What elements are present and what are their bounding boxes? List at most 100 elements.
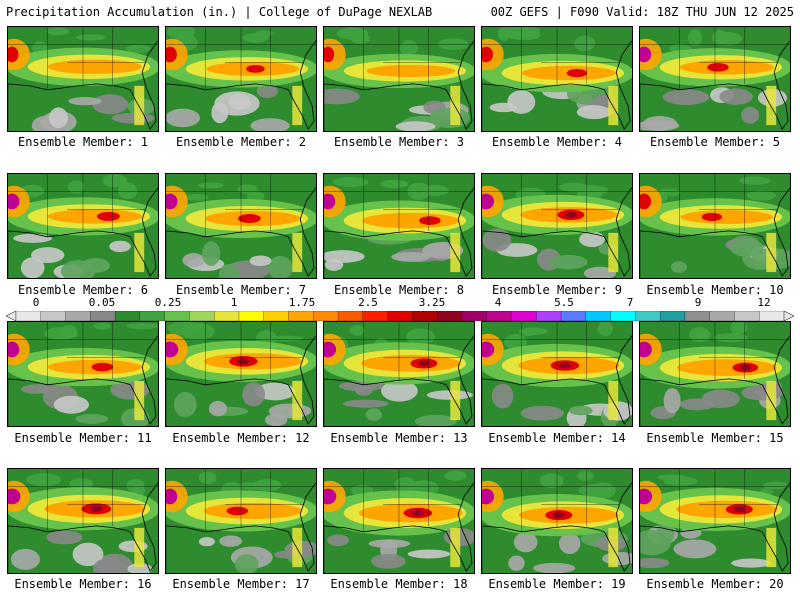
gulf-coastline xyxy=(8,230,131,238)
gulf-coastline xyxy=(166,525,289,533)
gulf-coastline xyxy=(8,83,131,91)
ensemble-map-panel xyxy=(323,26,475,132)
state-borders xyxy=(482,469,632,532)
ensemble-map-panel xyxy=(7,321,159,427)
light-rain-patch xyxy=(197,182,224,189)
west-blob-core xyxy=(8,341,20,358)
light-rain-patch xyxy=(497,27,510,41)
precip-field xyxy=(8,174,158,278)
colorbar-swatch xyxy=(238,310,265,322)
precip-field xyxy=(482,174,632,278)
colorbar-swatch xyxy=(610,310,637,322)
state-borders xyxy=(166,174,316,237)
dry-patch xyxy=(324,88,360,105)
west-blob-core xyxy=(640,341,652,358)
dry-patch xyxy=(20,384,53,394)
colorbar-swatch xyxy=(511,310,537,322)
precip-colorbar xyxy=(5,306,795,322)
gulf-coastline xyxy=(482,378,605,386)
light-rain-patch xyxy=(437,38,469,50)
florida-atlantic-coastline xyxy=(288,187,316,277)
colorbar-tick-label: 0.25 xyxy=(154,296,182,309)
dry-patch xyxy=(365,408,382,421)
west-blob xyxy=(324,38,346,71)
dry-patch xyxy=(234,554,259,573)
light-rain-patch xyxy=(597,322,613,337)
precip-core-dark xyxy=(565,211,577,218)
ensemble-member-label: Ensemble Member: 2 xyxy=(175,135,307,149)
dry-patch xyxy=(381,380,418,402)
west-blob-core xyxy=(166,341,179,358)
ensemble-member-label: Ensemble Member: 15 xyxy=(646,431,784,445)
precip-field xyxy=(640,174,790,278)
precip-core-dark xyxy=(553,512,565,519)
colorbar-swatch xyxy=(15,310,42,322)
precip-field xyxy=(166,174,316,278)
florida-atlantic-coastline xyxy=(446,482,474,572)
ensemble-map-panel xyxy=(7,173,159,279)
light-rain-patch xyxy=(692,329,710,338)
map-title: Precipitation Accumulation (in.) | Colle… xyxy=(6,5,433,19)
florida-rain xyxy=(608,527,619,568)
light-rain-patch xyxy=(539,473,564,489)
florida-rain xyxy=(292,527,303,568)
florida-atlantic-coastline xyxy=(130,40,158,130)
light-rain-patch xyxy=(519,328,538,337)
dry-patch xyxy=(391,252,430,262)
colorbar-swatch xyxy=(486,310,513,322)
light-rain-patch xyxy=(252,478,282,492)
light-rain-patch xyxy=(714,333,748,343)
ensemble-member-label: Ensemble Member: 11 xyxy=(14,431,152,445)
precip-field xyxy=(166,469,316,573)
dry-patch xyxy=(267,255,293,278)
west-blob-core xyxy=(324,341,337,358)
colorbar-tick-label: 3.25 xyxy=(418,296,446,309)
light-rain-patch xyxy=(657,188,681,197)
west-blob-core xyxy=(482,488,495,505)
ensemble-member-label: Ensemble Member: 16 xyxy=(14,577,152,591)
colorbar-swatch xyxy=(437,310,463,322)
dry-patch xyxy=(663,387,681,414)
west-blob-core xyxy=(482,193,495,210)
dry-patch xyxy=(242,382,266,407)
ensemble-map-panel xyxy=(165,26,317,132)
west-blob-core xyxy=(640,193,652,210)
dry-patch xyxy=(558,533,581,554)
light-rain-patch xyxy=(255,30,274,37)
light-rain-patch xyxy=(420,184,450,196)
state-borders xyxy=(324,174,474,237)
dry-patch xyxy=(640,557,670,569)
light-rain-patch xyxy=(126,322,158,330)
dry-patch xyxy=(508,555,525,571)
light-rain-patch xyxy=(67,180,85,194)
ensemble-map-panel xyxy=(7,468,159,574)
state-borders xyxy=(8,469,158,532)
dry-patch xyxy=(256,83,278,99)
colorbar-swatch xyxy=(65,310,91,322)
colorbar-tick-label: 5.5 xyxy=(554,296,574,309)
dry-patch xyxy=(371,553,406,569)
florida-rain xyxy=(134,85,145,126)
state-borders xyxy=(324,469,474,532)
florida-rain xyxy=(608,380,619,421)
precip-band-orange xyxy=(366,64,456,77)
florida-atlantic-coastline xyxy=(762,187,790,277)
west-blob-core xyxy=(166,193,178,210)
dry-patch xyxy=(548,254,588,270)
state-borders xyxy=(640,469,790,532)
gulf-coastline xyxy=(482,525,605,533)
precip-field xyxy=(482,469,632,573)
precip-core-red xyxy=(226,506,249,516)
light-rain-patch xyxy=(102,174,128,188)
west-blob-core xyxy=(166,46,177,63)
dry-patch xyxy=(741,385,784,401)
west-blob-core xyxy=(324,193,336,210)
gulf-coastline xyxy=(640,525,763,533)
florida-rain xyxy=(766,85,777,126)
ensemble-member-label: Ensemble Member: 6 xyxy=(17,283,149,297)
light-rain-patch xyxy=(75,34,106,41)
precip-band-orange xyxy=(677,359,777,376)
state-borders xyxy=(166,322,316,385)
florida-atlantic-coastline xyxy=(446,40,474,130)
ensemble-map-panel xyxy=(323,321,475,427)
